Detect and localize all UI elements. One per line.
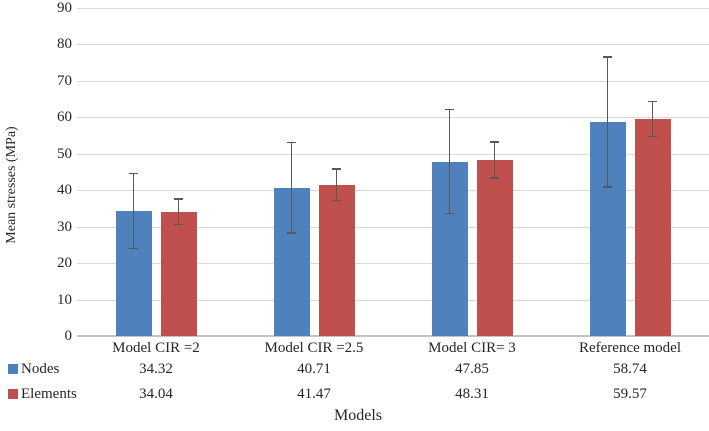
category-label: Model CIR =2.5 xyxy=(264,340,364,356)
y-tick-label: 70 xyxy=(57,72,72,89)
y-tick-label: 20 xyxy=(57,255,72,272)
legend-swatch-nodes xyxy=(8,364,18,374)
error-bar-elements xyxy=(335,169,338,201)
gridline xyxy=(77,263,709,265)
y-tick-label: 90 xyxy=(57,0,72,16)
gridline xyxy=(77,190,709,192)
error-bar-elements xyxy=(651,101,654,137)
category-label: Reference model xyxy=(578,340,682,356)
error-bar-elements xyxy=(177,199,180,225)
table-value-nodes: 47.85 xyxy=(455,361,489,377)
y-axis-title: Mean stresses (MPa) xyxy=(4,126,19,244)
error-bar-cap xyxy=(287,232,296,234)
legend-label: Elements xyxy=(21,386,77,402)
gridline xyxy=(77,44,709,46)
error-bar-cap xyxy=(648,135,657,138)
error-bar-cap xyxy=(332,199,341,202)
error-bar-nodes xyxy=(606,57,609,187)
error-bar-elements xyxy=(493,142,496,178)
table-value-nodes: 58.74 xyxy=(613,361,647,377)
y-tick-label: 30 xyxy=(57,218,72,235)
x-axis-title: Models xyxy=(334,407,382,424)
gridline xyxy=(77,226,709,228)
x-axis-line xyxy=(77,335,709,337)
category-label: Model CIR =2 xyxy=(112,340,200,356)
table-value-elements: 48.31 xyxy=(455,386,489,402)
error-bar-nodes xyxy=(132,173,135,249)
table-value-elements: 59.57 xyxy=(613,386,647,402)
y-tick-label: 40 xyxy=(57,182,72,199)
y-tick-label: 10 xyxy=(57,291,72,308)
error-bar-cap xyxy=(287,141,296,144)
error-bar-nodes xyxy=(448,109,451,214)
error-bar-cap xyxy=(129,247,138,250)
error-bar-cap xyxy=(174,198,183,200)
gridline xyxy=(77,153,709,155)
legend-item-nodes: Nodes xyxy=(8,361,59,378)
gridline xyxy=(77,117,709,119)
y-tick-label: 80 xyxy=(57,36,72,53)
y-tick-label: 50 xyxy=(57,145,72,162)
gridline xyxy=(77,8,709,9)
bar-elements xyxy=(634,118,671,336)
gridline xyxy=(77,299,709,301)
error-bar-cap xyxy=(174,223,183,226)
legend-item-elements: Elements xyxy=(8,386,77,403)
error-bar-cap xyxy=(648,100,657,103)
error-bar-nodes xyxy=(290,142,293,233)
legend-label: Nodes xyxy=(21,361,60,377)
error-bar-cap xyxy=(490,141,499,143)
table-value-elements: 41.47 xyxy=(297,386,331,402)
y-tick-label: 0 xyxy=(64,328,73,344)
table-value-elements: 34.04 xyxy=(139,386,173,402)
table-value-nodes: 34.32 xyxy=(139,361,173,377)
error-bar-cap xyxy=(445,212,454,215)
error-bar-cap xyxy=(490,177,499,179)
legend-swatch-elements xyxy=(8,389,18,399)
bar-elements xyxy=(160,211,197,336)
error-bar-cap xyxy=(332,168,341,170)
error-bar-cap xyxy=(603,186,612,188)
table-value-nodes: 40.71 xyxy=(297,361,331,377)
category-label: Model CIR= 3 xyxy=(428,340,516,356)
bar-elements xyxy=(476,159,513,336)
error-bar-cap xyxy=(129,172,138,175)
bar-elements xyxy=(318,184,355,336)
y-tick-label: 60 xyxy=(57,109,72,126)
gridline xyxy=(77,80,709,82)
error-bar-cap xyxy=(603,56,612,58)
error-bar-cap xyxy=(445,108,454,111)
